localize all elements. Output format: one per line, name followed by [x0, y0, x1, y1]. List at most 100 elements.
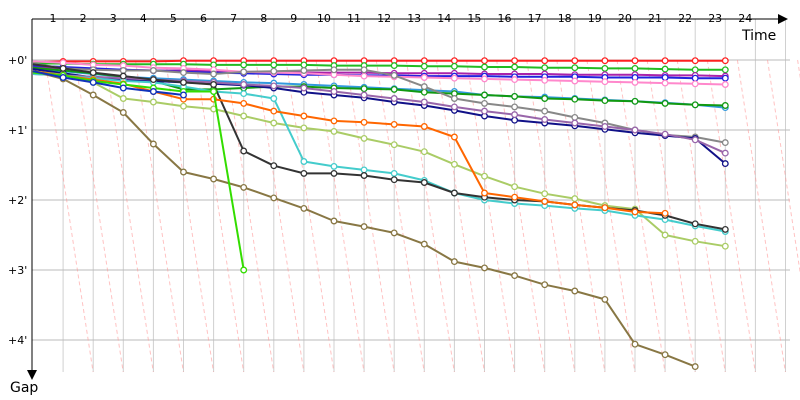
lap-diagonal	[315, 59, 365, 373]
data-point	[300, 84, 308, 92]
data-point	[119, 109, 127, 116]
data-point	[541, 57, 549, 65]
data-point	[481, 172, 488, 180]
data-point	[300, 124, 308, 132]
data-point	[390, 120, 398, 128]
data-point	[89, 78, 97, 86]
data-point	[300, 61, 308, 69]
data-point	[240, 99, 248, 107]
data-point	[481, 57, 488, 65]
data-point	[571, 287, 579, 295]
data-point	[240, 90, 248, 98]
data-point	[450, 160, 458, 168]
data-point	[691, 220, 699, 228]
lap-diagonal	[104, 59, 154, 373]
data-point	[390, 176, 398, 184]
data-point	[450, 103, 458, 111]
data-point	[601, 295, 609, 303]
data-point	[420, 62, 428, 70]
data-point	[631, 97, 639, 105]
lap-diagonal	[736, 59, 786, 373]
series-line	[32, 60, 726, 86]
data-point	[601, 57, 609, 65]
data-point	[721, 66, 729, 74]
x-tick-label: 22	[678, 12, 692, 25]
data-point	[59, 74, 67, 81]
lap-diagonal	[255, 59, 305, 373]
data-point	[481, 264, 488, 272]
data-point	[360, 72, 368, 80]
data-point	[601, 64, 609, 72]
x-tick-label: 10	[317, 12, 331, 25]
y-tick-label: +3'	[8, 264, 27, 277]
data-point	[210, 88, 218, 95]
data-point	[571, 195, 579, 203]
series-line	[32, 70, 666, 215]
data-point	[240, 266, 248, 274]
x-tick-label: 7	[230, 12, 237, 25]
data-point	[270, 82, 278, 90]
data-point	[511, 193, 519, 201]
data-point	[571, 64, 579, 72]
data-point	[149, 140, 157, 148]
x-tick-label: 21	[648, 12, 662, 25]
data-point	[481, 99, 488, 107]
data-point	[390, 169, 398, 177]
x-axis-title: Time	[741, 28, 776, 44]
data-point	[330, 117, 338, 125]
data-point	[481, 75, 488, 83]
data-point	[390, 85, 398, 93]
data-point	[390, 95, 398, 102]
data-point	[270, 162, 278, 170]
data-point	[390, 229, 398, 237]
data-point	[119, 95, 127, 102]
series-9	[32, 68, 729, 168]
x-tick-label: 5	[170, 12, 177, 25]
lap-diagonal	[767, 59, 800, 275]
x-tick-label: 11	[347, 12, 361, 25]
x-tick-label: 1	[50, 12, 57, 25]
data-point	[360, 118, 368, 126]
data-point	[89, 91, 97, 99]
data-point	[691, 80, 699, 88]
data-point	[180, 69, 187, 77]
data-point	[420, 179, 428, 186]
series-10	[32, 71, 729, 157]
lap-diagonal	[646, 59, 696, 373]
data-point	[571, 201, 579, 209]
x-tick-label: 23	[708, 12, 722, 25]
data-point	[511, 76, 519, 84]
lap-diagonal	[586, 59, 636, 373]
y-axis-arrow-icon	[27, 370, 37, 380]
x-tick-label: 3	[110, 12, 117, 25]
data-point	[661, 79, 669, 87]
data-point	[390, 71, 398, 79]
lap-diagonal	[466, 59, 515, 373]
data-point	[240, 147, 248, 155]
data-point	[119, 67, 127, 74]
data-point	[511, 111, 519, 119]
data-point	[450, 133, 458, 141]
y-axis-title: Gap	[10, 380, 38, 396]
data-point	[420, 148, 428, 156]
data-point	[420, 57, 428, 65]
y-tick-label: +1'	[8, 124, 27, 137]
lap-diagonal	[225, 59, 275, 373]
data-point	[721, 139, 729, 147]
lap-diagonal	[496, 59, 546, 373]
data-point	[360, 91, 368, 99]
series-17	[32, 70, 187, 99]
data-point	[661, 57, 669, 65]
x-tick-label: 14	[437, 12, 451, 25]
data-point	[420, 123, 428, 130]
y-tick-label: +4'	[8, 334, 27, 347]
data-point	[360, 134, 368, 142]
x-axis-arrow-icon	[778, 14, 788, 24]
data-point	[240, 81, 248, 88]
data-point	[119, 72, 127, 80]
data-point	[450, 258, 458, 266]
data-point	[481, 189, 488, 197]
x-tick-label: 20	[618, 12, 632, 25]
data-point	[721, 149, 729, 157]
